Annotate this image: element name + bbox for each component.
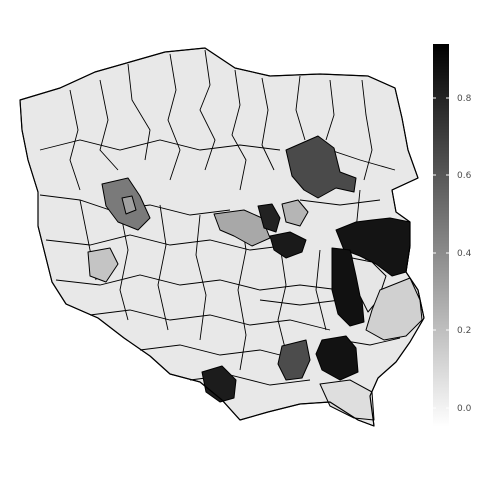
region-north-east-central <box>285 135 357 199</box>
region-south-east-a <box>365 277 423 341</box>
region-central-b <box>257 203 281 233</box>
highlighted-districts <box>87 135 423 421</box>
colorbar-tick-label: 0.8 <box>457 94 472 104</box>
region-south-west <box>201 365 237 403</box>
colorbar-gradient <box>433 44 449 427</box>
colorbar-legend: 0.0 0.2 0.4 0.6 0.8 <box>433 44 472 427</box>
colorbar-tick-label: 0.4 <box>457 249 472 259</box>
region-west-small <box>87 247 119 283</box>
region-south-east-b <box>315 335 359 381</box>
country-outline <box>19 47 425 427</box>
district-borders <box>39 49 401 386</box>
colorbar-tick-label: 0.6 <box>457 171 472 181</box>
region-south-east-c <box>319 379 375 421</box>
colorbar-tick-label: 0.0 <box>457 404 472 414</box>
colorbar-tick-label: 0.2 <box>457 326 471 336</box>
region-west-central-inner <box>121 195 137 215</box>
colorbar-ticks <box>433 97 449 409</box>
region-south-central <box>277 339 311 381</box>
region-east-middle <box>331 247 365 327</box>
region-central-a <box>213 209 271 247</box>
region-central-d <box>269 231 307 259</box>
region-central-c <box>281 199 309 227</box>
